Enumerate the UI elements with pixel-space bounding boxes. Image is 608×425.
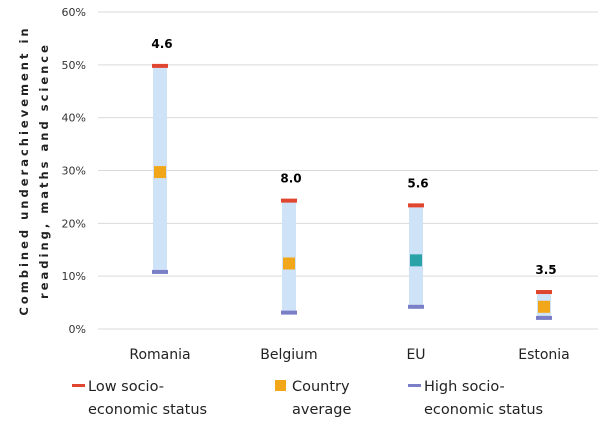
category-label: EU (406, 347, 425, 363)
y-axis-label: Combined underachievement in reading, mat… (17, 25, 51, 315)
legend: Low socio-economic status Country average H… (72, 379, 543, 418)
y-tick-label: 50% (62, 59, 86, 72)
legend-high-swatch (408, 384, 421, 387)
range-bar (282, 200, 296, 313)
low-status-marker (281, 198, 297, 203)
average-marker (410, 254, 422, 267)
high-status-marker (152, 269, 168, 274)
legend-high-label: economic status (424, 402, 543, 418)
range-bars (153, 65, 551, 318)
category-label: Belgium (260, 347, 317, 363)
y-tick-label: 30% (62, 165, 86, 178)
legend-avg-label: Country (292, 379, 350, 395)
y-axis-ticks: 0% 10% 20% 30% 40% 50% 60% (62, 6, 86, 336)
low-status-marker (536, 290, 552, 295)
average-marker (154, 166, 166, 179)
high-status-marker (536, 315, 552, 320)
grid-lines (98, 11, 598, 330)
low-status-marker (408, 203, 424, 208)
gap-label: 5.6 (407, 176, 428, 190)
legend-low-swatch (72, 384, 85, 387)
y-tick-label: 20% (62, 217, 86, 230)
high-status-marker (408, 304, 424, 309)
high-status-marker (281, 310, 297, 315)
y-axis-label-line: Combined underachievement in (17, 25, 31, 315)
legend-low-label: economic status (88, 402, 207, 418)
category-label: Estonia (518, 347, 570, 363)
y-tick-label: 10% (62, 270, 86, 283)
average-marker (538, 300, 550, 313)
x-axis-categories: Romania Belgium EU Estonia (129, 347, 569, 363)
gap-label: 8.0 (280, 172, 301, 186)
legend-avg-label: average (292, 402, 351, 418)
average-marker (283, 257, 295, 270)
category-label: Romania (129, 347, 190, 363)
y-tick-label: 60% (62, 6, 86, 19)
legend-avg-swatch (275, 380, 286, 391)
legend-low-label: Low socio- (88, 379, 164, 395)
gap-label: 4.6 (151, 37, 172, 51)
y-tick-label: 40% (62, 112, 86, 125)
legend-high-label: High socio- (424, 379, 505, 395)
gap-label: 3.5 (535, 263, 556, 277)
low-status-marker (152, 63, 168, 68)
y-axis-label-line: reading, maths and science (37, 42, 51, 299)
data-labels: 4.6 8.0 5.6 3.5 (151, 37, 556, 277)
y-tick-label: 0% (69, 323, 86, 336)
markers (152, 63, 552, 320)
